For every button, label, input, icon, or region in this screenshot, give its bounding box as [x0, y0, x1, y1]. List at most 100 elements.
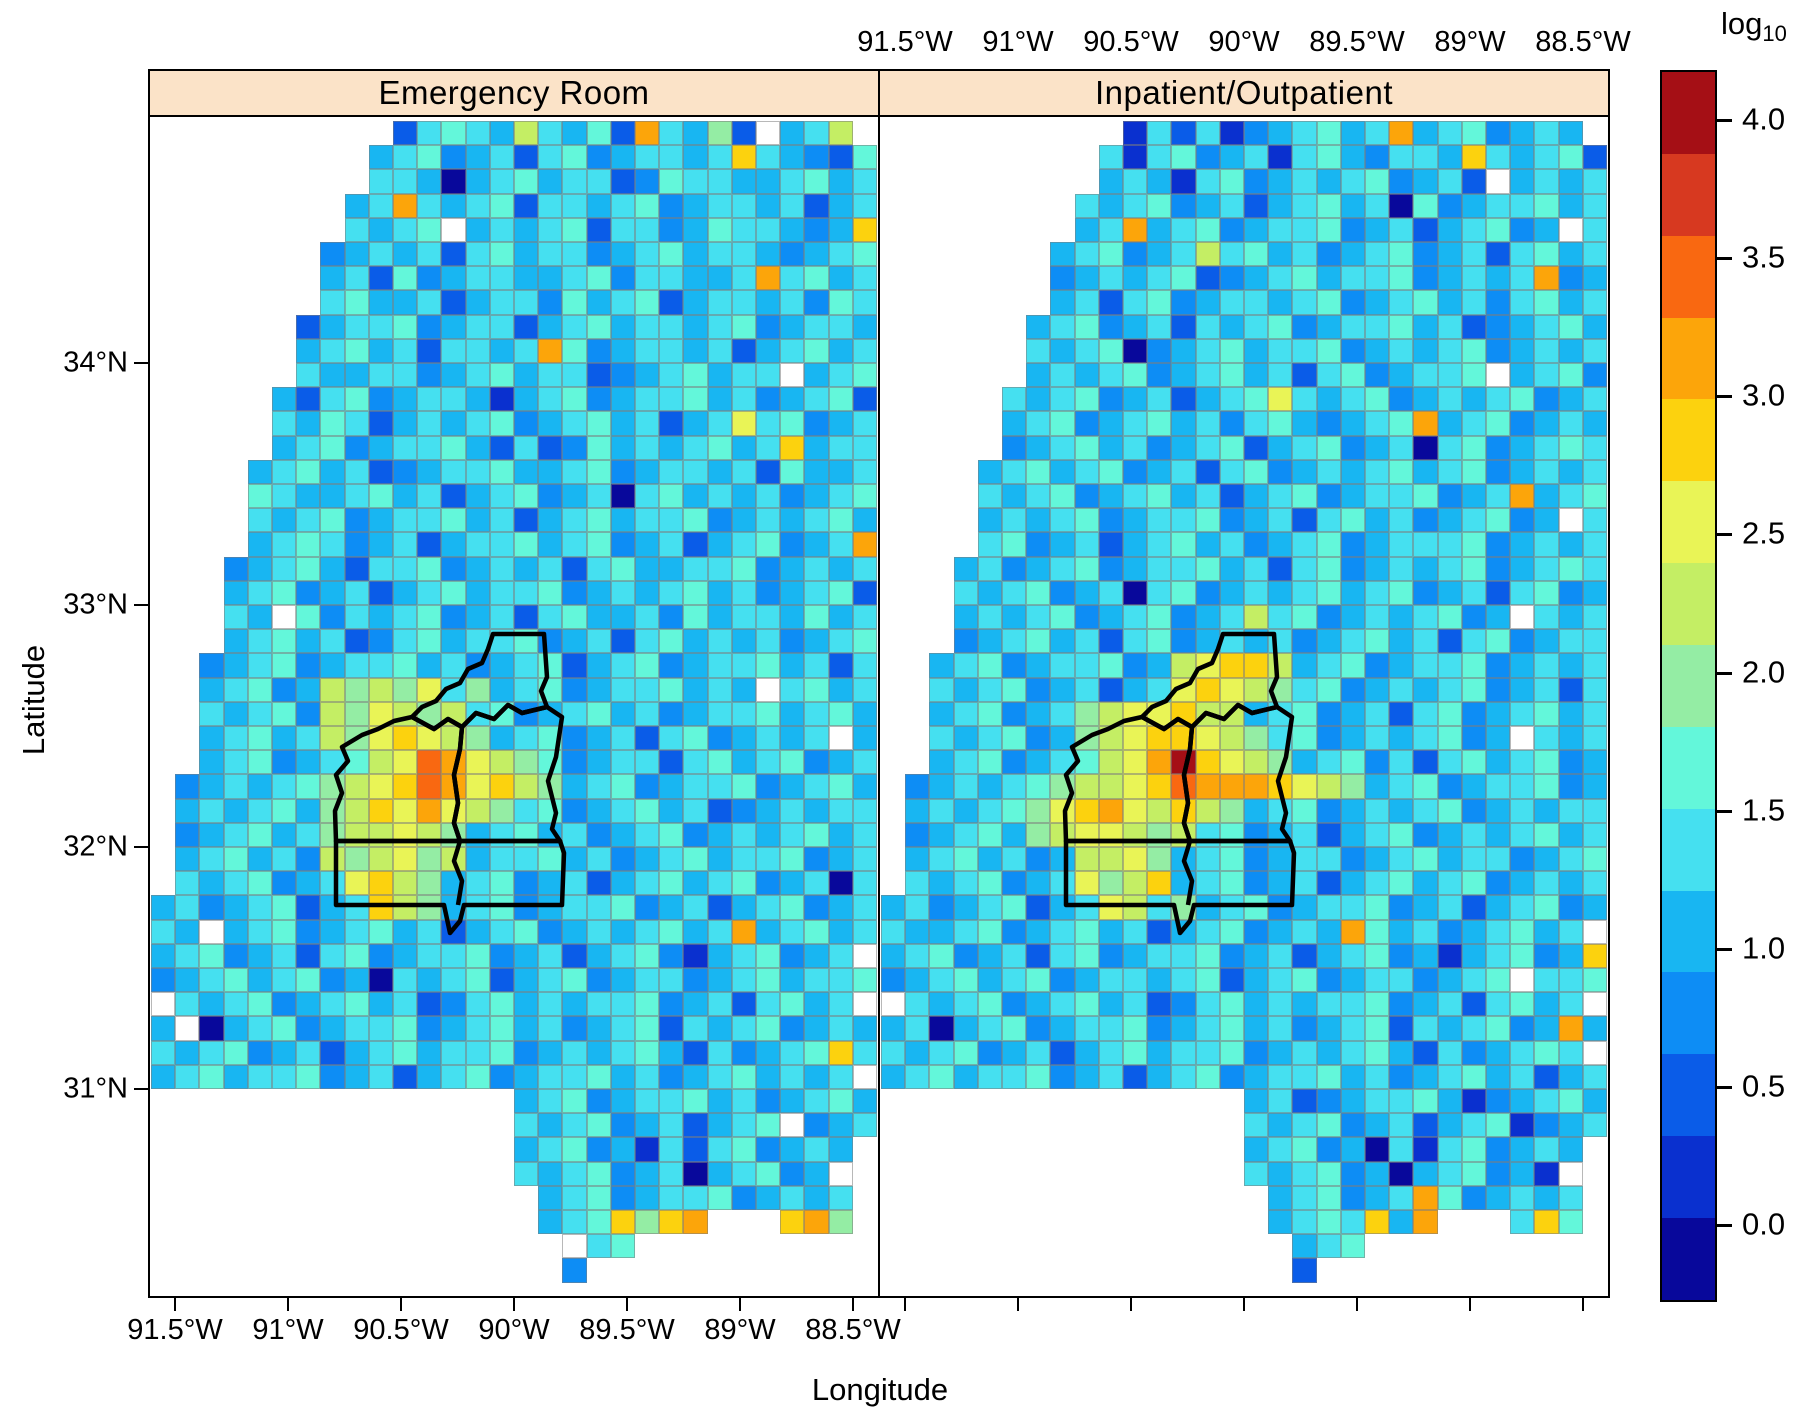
x-axis-tick [174, 1298, 176, 1311]
heatmap-cell [1292, 169, 1317, 194]
heatmap-cell [1050, 798, 1075, 823]
colorbar-tick-label: 3.5 [1742, 239, 1786, 275]
heatmap-cell [977, 895, 1002, 920]
heatmap-cell [929, 774, 954, 799]
heatmap-cell [514, 1016, 539, 1041]
heatmap-cell [1050, 290, 1075, 315]
heatmap-cell [1389, 145, 1414, 170]
heatmap-cell [1437, 338, 1462, 363]
heatmap-cell [1389, 242, 1414, 267]
heatmap-cell [586, 193, 611, 218]
heatmap-cell [1365, 919, 1390, 944]
heatmap-cell [1413, 338, 1438, 363]
heatmap-cell [804, 677, 829, 702]
x-axis-tick [739, 1298, 741, 1311]
heatmap-cell [1050, 919, 1075, 944]
heatmap-cell [1316, 266, 1341, 291]
heatmap-cell [562, 193, 587, 218]
heatmap-cell [538, 798, 563, 823]
heatmap-cell [562, 169, 587, 194]
heatmap-cell [1461, 895, 1486, 920]
heatmap-cell [1461, 169, 1486, 194]
x-axis-tick-label-top: 90°W [1208, 26, 1280, 58]
heatmap-cell [756, 193, 781, 218]
heatmap-cell [1365, 629, 1390, 654]
heatmap-cell [1123, 435, 1148, 460]
heatmap-cell [514, 169, 539, 194]
heatmap-cell [731, 943, 756, 968]
heatmap-cell [320, 605, 345, 630]
heatmap-cell [1050, 1016, 1075, 1041]
heatmap-cell [852, 217, 877, 242]
heatmap-cell [1147, 701, 1172, 726]
heatmap-cell [320, 871, 345, 896]
heatmap-cell [1486, 266, 1511, 291]
heatmap-cell [586, 580, 611, 605]
heatmap-cell [368, 435, 393, 460]
heatmap-cell [852, 895, 877, 920]
heatmap-cell [320, 556, 345, 581]
x-axis-tick [626, 1298, 628, 1311]
heatmap-cell [852, 871, 877, 896]
heatmap-cell [1147, 580, 1172, 605]
heatmap-cell [635, 1064, 660, 1089]
heatmap-cell [1582, 508, 1607, 533]
heatmap-cell [1486, 629, 1511, 654]
heatmap-cell [272, 1064, 297, 1089]
heatmap-cell [1365, 363, 1390, 388]
heatmap-cell [1268, 726, 1293, 751]
heatmap-cell [562, 677, 587, 702]
heatmap-cell [707, 1113, 732, 1138]
heatmap-cell [828, 169, 853, 194]
heatmap-cell [707, 653, 732, 678]
heatmap-cell [1510, 1113, 1535, 1138]
heatmap-cell [538, 774, 563, 799]
heatmap-cell [828, 290, 853, 315]
heatmap-cell [1461, 435, 1486, 460]
heatmap-cell [247, 822, 272, 847]
heatmap-cell [1123, 798, 1148, 823]
heatmap-cell [1582, 629, 1607, 654]
heatmap-cell [1219, 459, 1244, 484]
heatmap-cell [368, 193, 393, 218]
heatmap-cell [1461, 338, 1486, 363]
heatmap-cell [659, 290, 684, 315]
heatmap-cell [683, 798, 708, 823]
heatmap-cell [1461, 726, 1486, 751]
heatmap-cell [489, 847, 514, 872]
heatmap-cell-na [441, 217, 466, 242]
heatmap-cell [1050, 411, 1075, 436]
heatmap-cell [538, 895, 563, 920]
heatmap-cell [1195, 290, 1220, 315]
heatmap-cell [610, 1210, 635, 1235]
heatmap-cell [929, 677, 954, 702]
heatmap-cell [852, 701, 877, 726]
heatmap-cell [1171, 895, 1196, 920]
heatmap-cell [417, 217, 442, 242]
heatmap-cell [1219, 968, 1244, 993]
heatmap-cell [1413, 1161, 1438, 1186]
heatmap-cell [1340, 1185, 1365, 1210]
heatmap-cell [804, 919, 829, 944]
heatmap-cell [1582, 943, 1607, 968]
heatmap-cell [1098, 193, 1123, 218]
heatmap-cell [1582, 822, 1607, 847]
heatmap-cell [393, 193, 418, 218]
heatmap-cell [1268, 363, 1293, 388]
heatmap-cell [320, 798, 345, 823]
heatmap-cell [1050, 822, 1075, 847]
heatmap-cell [344, 1016, 369, 1041]
heatmap-cell [489, 217, 514, 242]
heatmap-cell [1316, 943, 1341, 968]
heatmap-cell [953, 677, 978, 702]
heatmap-cell [852, 435, 877, 460]
heatmap-cell [828, 266, 853, 291]
heatmap-cell [852, 314, 877, 339]
heatmap-cell [1050, 968, 1075, 993]
heatmap-cell [1171, 435, 1196, 460]
heatmap-cell [1510, 1137, 1535, 1162]
heatmap-cell [1098, 1016, 1123, 1041]
heatmap-cell [1534, 1089, 1559, 1114]
heatmap-cell [1340, 266, 1365, 291]
